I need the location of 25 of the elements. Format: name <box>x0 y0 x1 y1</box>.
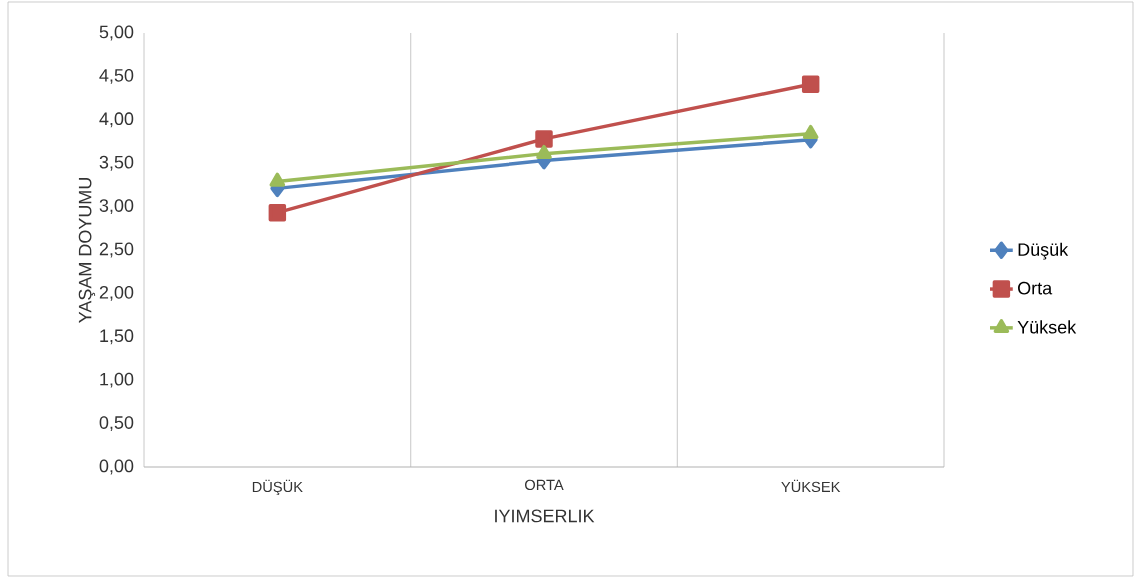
y-tick-label: 2,00 <box>99 285 134 301</box>
y-tick-label: 3,00 <box>99 199 134 215</box>
y-tick-label: 1,50 <box>100 329 134 345</box>
point <box>802 124 819 139</box>
y-tick-label: 4,50 <box>99 68 134 84</box>
x-tick-label: YÜKSEK <box>781 479 841 493</box>
y-tick-label: 0,00 <box>99 459 134 475</box>
y-tick-label: 0,50 <box>99 416 134 432</box>
x-axis-title: IYIMSERLIK <box>495 509 595 523</box>
x-tick-label: ORTA <box>525 479 564 491</box>
y-tick-label: 4,00 <box>99 112 134 128</box>
point <box>535 130 553 148</box>
point <box>268 203 287 222</box>
y-tick-label: 5,00 <box>99 25 134 41</box>
legend-label: Düşük <box>1018 242 1069 260</box>
legend-label: Yüksek <box>1017 320 1077 334</box>
point <box>536 144 552 159</box>
x-tick-label: DÜŞÜK <box>252 479 303 496</box>
point <box>801 75 820 93</box>
legend-label: Orta <box>1018 281 1053 295</box>
y-axis-title: YAŞAM DOYUMU <box>78 178 96 323</box>
y-tick-label: 1,00 <box>100 372 134 388</box>
point <box>269 172 286 187</box>
y-tick-label: 3,50 <box>99 155 134 171</box>
y-tick-label: 2,50 <box>99 242 134 258</box>
